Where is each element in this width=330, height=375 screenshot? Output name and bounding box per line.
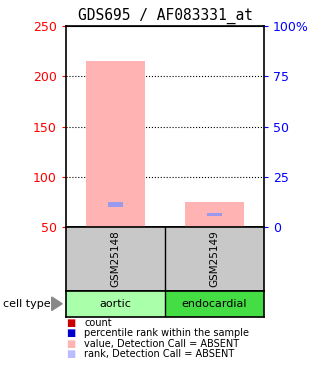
Text: GSM25148: GSM25148 (111, 230, 120, 287)
Text: rank, Detection Call = ABSENT: rank, Detection Call = ABSENT (84, 349, 234, 358)
Bar (66, 291, 165, 317)
Text: ■: ■ (66, 349, 75, 358)
Text: aortic: aortic (100, 299, 131, 309)
Bar (165, 291, 264, 317)
Bar (207, 213, 222, 216)
Text: endocardial: endocardial (182, 299, 247, 309)
Text: count: count (84, 318, 112, 328)
Bar (86, 62, 145, 227)
Title: GDS695 / AF083331_at: GDS695 / AF083331_at (78, 7, 252, 24)
Text: GSM25149: GSM25149 (210, 230, 219, 287)
Text: ■: ■ (66, 328, 75, 338)
Bar (108, 202, 123, 207)
Polygon shape (52, 297, 62, 310)
Text: ■: ■ (66, 318, 75, 328)
Text: value, Detection Call = ABSENT: value, Detection Call = ABSENT (84, 339, 239, 348)
Text: ■: ■ (66, 339, 75, 348)
Bar (185, 202, 244, 227)
Text: percentile rank within the sample: percentile rank within the sample (84, 328, 249, 338)
Text: cell type: cell type (3, 299, 51, 309)
